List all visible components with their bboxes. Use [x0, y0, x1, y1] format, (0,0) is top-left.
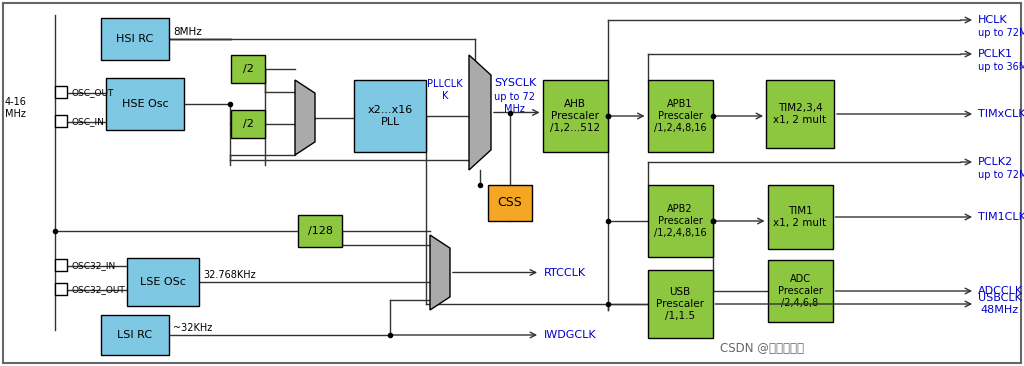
Text: ~32KHz: ~32KHz: [173, 323, 212, 333]
Text: PLLCLK
K: PLLCLK K: [427, 79, 463, 101]
FancyBboxPatch shape: [298, 215, 342, 247]
Text: APB1
Prescaler
/1,2,4,8,16: APB1 Prescaler /1,2,4,8,16: [653, 98, 707, 133]
FancyBboxPatch shape: [354, 80, 426, 152]
Text: SYSCLK: SYSCLK: [494, 78, 537, 88]
Text: USBCLK
48MHz: USBCLK 48MHz: [978, 293, 1022, 315]
FancyBboxPatch shape: [543, 80, 607, 152]
Text: up to 36MHz: up to 36MHz: [978, 62, 1024, 72]
FancyBboxPatch shape: [647, 185, 713, 257]
Text: AHB
Prescaler
/1,2...512: AHB Prescaler /1,2...512: [550, 98, 600, 133]
Text: LSI RC: LSI RC: [118, 330, 153, 340]
Text: ADCCLK: ADCCLK: [978, 286, 1023, 296]
FancyBboxPatch shape: [231, 55, 265, 83]
FancyBboxPatch shape: [488, 185, 532, 221]
Text: up to 72MHz: up to 72MHz: [978, 28, 1024, 38]
Text: IWDGCLK: IWDGCLK: [544, 330, 597, 340]
Text: 8MHz: 8MHz: [173, 27, 202, 37]
Polygon shape: [295, 80, 315, 155]
FancyBboxPatch shape: [231, 110, 265, 138]
Text: PCLK1: PCLK1: [978, 49, 1013, 59]
Text: USB
Prescaler
/1,1.5: USB Prescaler /1,1.5: [656, 287, 705, 321]
FancyBboxPatch shape: [766, 80, 834, 148]
Text: PCLK2: PCLK2: [978, 157, 1013, 167]
FancyBboxPatch shape: [106, 78, 184, 130]
Text: OSC32_OUT: OSC32_OUT: [72, 285, 126, 295]
Text: ADC
Prescaler
/2,4,6,8: ADC Prescaler /2,4,6,8: [777, 274, 822, 309]
Text: OSC_OUT: OSC_OUT: [72, 89, 115, 97]
Polygon shape: [430, 235, 450, 310]
Text: /2: /2: [243, 64, 253, 74]
FancyBboxPatch shape: [768, 260, 833, 322]
Text: 32.768KHz: 32.768KHz: [203, 270, 256, 280]
Text: up to 72
MHz: up to 72 MHz: [494, 92, 535, 114]
Text: 4-16
MHz: 4-16 MHz: [5, 97, 27, 119]
Text: APB2
Prescaler
/1,2,4,8,16: APB2 Prescaler /1,2,4,8,16: [653, 203, 707, 238]
Bar: [55, 283, 67, 295]
FancyBboxPatch shape: [127, 258, 199, 306]
Text: CSDN @我是小白吧: CSDN @我是小白吧: [720, 341, 804, 355]
Text: HSI RC: HSI RC: [117, 34, 154, 44]
FancyBboxPatch shape: [647, 270, 713, 338]
Text: TIM2,3,4
x1, 2 mult: TIM2,3,4 x1, 2 mult: [773, 103, 826, 125]
Text: RTCCLK: RTCCLK: [544, 268, 586, 277]
Text: TIM1
x1, 2 mult: TIM1 x1, 2 mult: [773, 206, 826, 228]
Text: HSE Osc: HSE Osc: [122, 99, 168, 109]
Text: /128: /128: [307, 226, 333, 236]
Text: HCLK: HCLK: [978, 15, 1008, 25]
FancyBboxPatch shape: [647, 80, 713, 152]
FancyBboxPatch shape: [101, 18, 169, 60]
Bar: [55, 86, 67, 98]
FancyBboxPatch shape: [768, 185, 833, 249]
Text: /2: /2: [243, 119, 253, 129]
Text: TIM1CLK: TIM1CLK: [978, 212, 1024, 222]
Text: x2...x16
PLL: x2...x16 PLL: [368, 105, 413, 127]
Text: CSS: CSS: [498, 197, 522, 209]
Text: OSC32_IN: OSC32_IN: [72, 261, 117, 270]
Bar: [55, 115, 67, 127]
Text: OSC_IN: OSC_IN: [72, 117, 104, 127]
Bar: [55, 259, 67, 271]
Polygon shape: [469, 55, 490, 170]
Text: TIMxCLK: TIMxCLK: [978, 109, 1024, 119]
Text: LSE OSc: LSE OSc: [140, 277, 186, 287]
FancyBboxPatch shape: [101, 315, 169, 355]
Text: up to 72MHz: up to 72MHz: [978, 170, 1024, 180]
FancyBboxPatch shape: [3, 3, 1021, 363]
